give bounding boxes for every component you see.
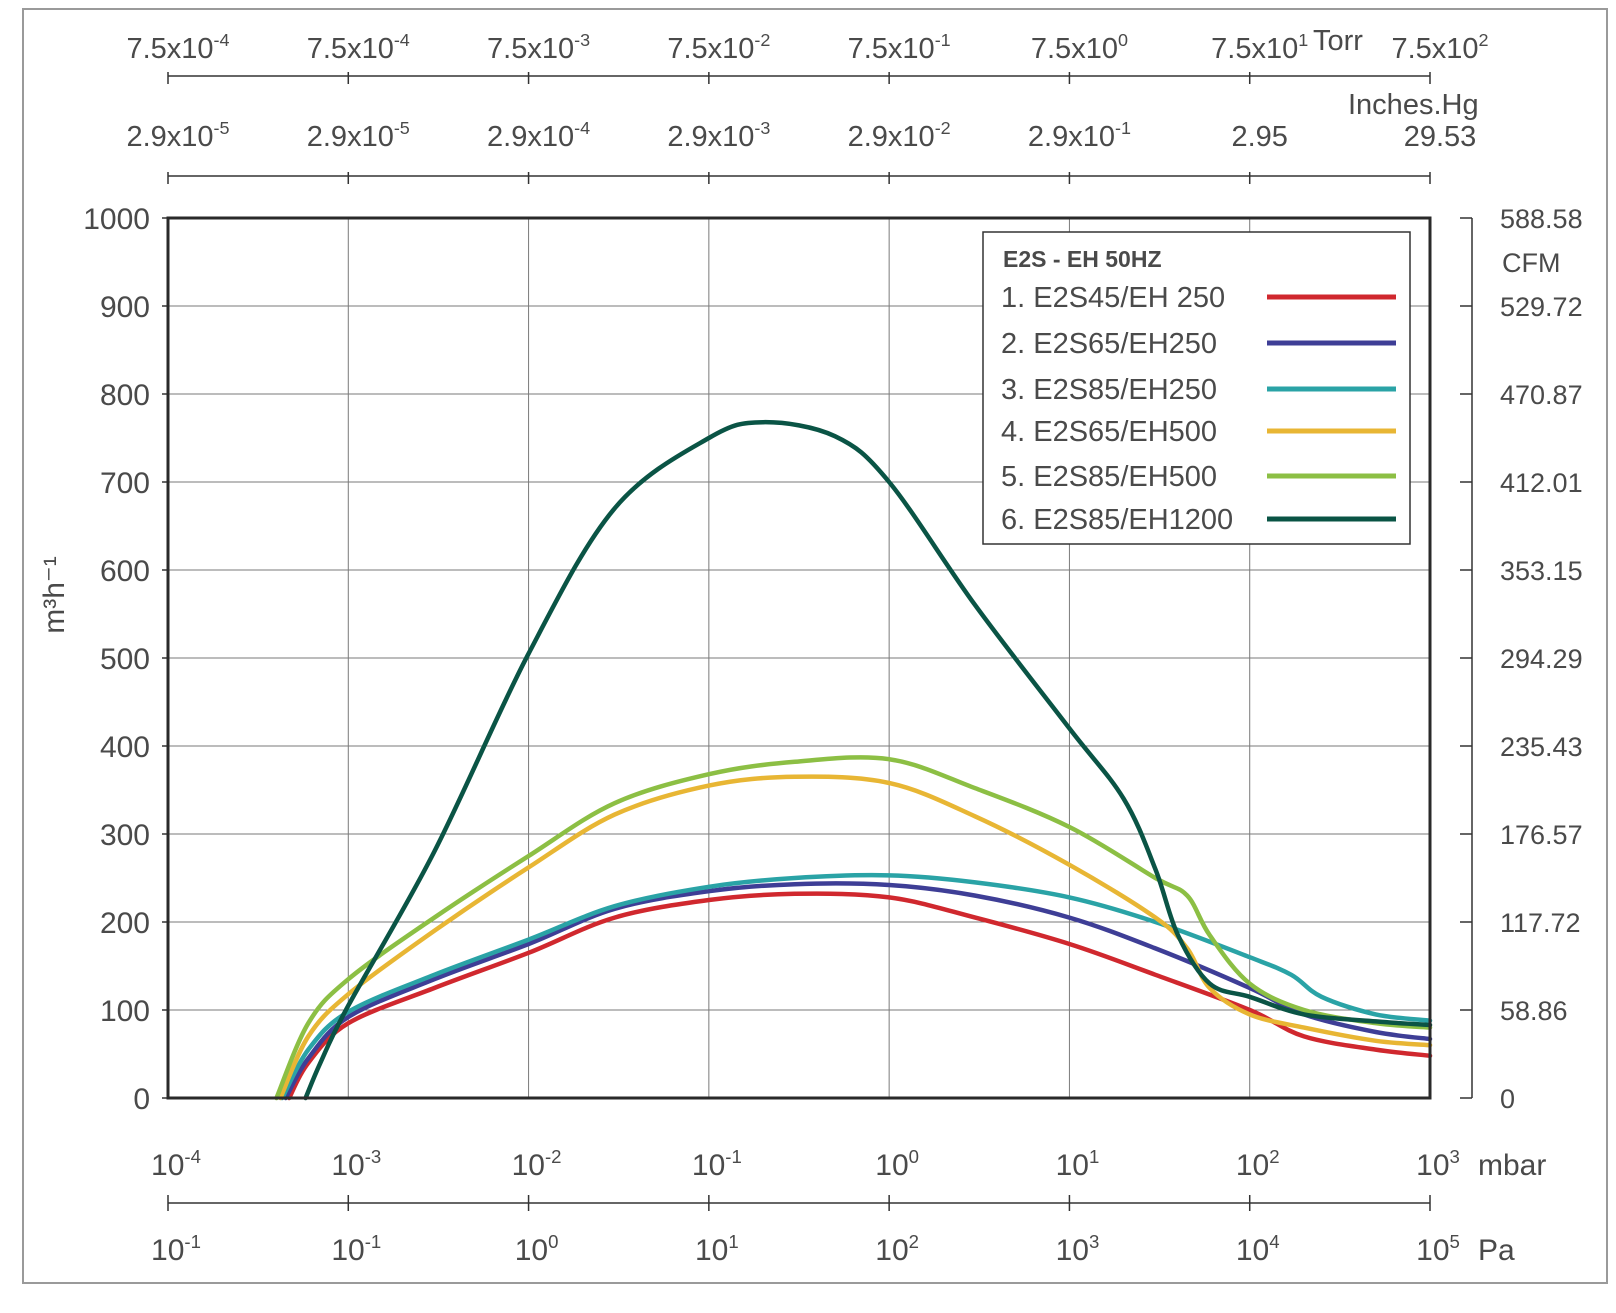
right-tick-label: 0: [1500, 1084, 1515, 1114]
right-tick-label: 176.57: [1500, 820, 1583, 850]
mbar-tick-label: 100: [875, 1146, 919, 1182]
torr-tick-label: 7.5x102: [1391, 30, 1488, 65]
y-tick-label: 0: [133, 1083, 150, 1116]
y-tick-label: 1000: [83, 203, 150, 236]
pa-tick-label: 101: [695, 1231, 739, 1267]
right-axis-unit: CFM: [1502, 248, 1560, 278]
legend-entry-label: 4. E2S65/EH500: [1001, 416, 1217, 448]
torr-tick-label: 7.5x10-2: [667, 30, 770, 65]
torr-tick-label: 7.5x100: [1031, 30, 1128, 65]
pa-tick-label: 10-1: [331, 1231, 381, 1267]
inhg-tick-label: 2.9x10-5: [126, 118, 229, 153]
pa-unit-label: Pa: [1478, 1234, 1515, 1267]
series-line-4: [278, 774, 1433, 1101]
right-tick-label: 235.43: [1500, 732, 1583, 762]
torr-tick-label: 7.5x101: [1211, 30, 1308, 65]
torr-tick-label: 7.5x10-3: [487, 30, 590, 65]
y-tick-label: 100: [100, 995, 150, 1028]
y-tick-label: 700: [100, 467, 150, 500]
legend-entry-label: 5. E2S85/EH500: [1001, 461, 1217, 493]
legend-entry-label: 1. E2S45/EH 250: [1001, 282, 1225, 314]
right-tick-label: 117.72: [1500, 908, 1581, 938]
y-tick-label: 900: [100, 291, 150, 324]
pa-tick-label: 10-1: [151, 1231, 201, 1267]
inhg-tick-label: 2.95: [1231, 121, 1287, 153]
pa-tick-label: 102: [875, 1231, 919, 1267]
mbar-tick-label: 10-3: [331, 1146, 381, 1182]
pa-tick-label: 103: [1056, 1231, 1100, 1267]
mbar-unit-label: mbar: [1478, 1149, 1546, 1182]
inhg-unit-label: Inches.Hg: [1348, 89, 1479, 121]
right-tick-label: 294.29: [1500, 644, 1583, 674]
inhg-tick-label: 2.9x10-1: [1028, 118, 1131, 153]
inhg-tick-label: 29.53: [1404, 121, 1477, 153]
y-tick-label: 500: [100, 643, 150, 676]
y-tick-label: 200: [100, 907, 150, 940]
series-line-6: [303, 419, 1433, 1101]
right-tick-label: 58.86: [1500, 996, 1568, 1026]
torr-unit-label: Torr: [1313, 25, 1363, 57]
inhg-tick-label: 2.9x10-5: [307, 118, 410, 153]
y-tick-label: 300: [100, 819, 150, 852]
right-tick-label: 529.72: [1500, 292, 1583, 322]
torr-tick-label: 7.5x10-4: [126, 30, 229, 65]
mbar-tick-label: 103: [1416, 1146, 1460, 1182]
right-tick-label: 588.58: [1500, 204, 1583, 234]
mbar-tick-label: 10-1: [692, 1146, 742, 1182]
chart-frame: [22, 8, 1608, 1284]
plot-area-border: [166, 216, 1432, 1100]
y-tick-label: 400: [100, 731, 150, 764]
legend-entry-label: 3. E2S85/EH250: [1001, 374, 1217, 406]
pa-tick-label: 105: [1416, 1231, 1460, 1267]
mbar-tick-label: 10-4: [151, 1146, 201, 1182]
mbar-tick-label: 101: [1056, 1146, 1100, 1182]
mbar-tick-label: 102: [1236, 1146, 1280, 1182]
inhg-tick-label: 2.9x10-4: [487, 118, 590, 153]
legend-entry-label: 6. E2S85/EH1200: [1001, 504, 1233, 536]
legend-title: E2S - EH 50HZ: [1003, 246, 1162, 272]
legend-entry-label: 2. E2S65/EH250: [1001, 328, 1217, 360]
y-axis-label: m³h⁻¹: [38, 556, 71, 634]
y-tick-label: 800: [100, 379, 150, 412]
torr-tick-label: 7.5x10-4: [307, 30, 410, 65]
right-tick-label: 412.01: [1500, 468, 1583, 498]
series-line-3: [279, 872, 1433, 1101]
right-tick-label: 353.15: [1500, 556, 1583, 586]
inhg-tick-label: 2.9x10-3: [667, 118, 770, 153]
y-tick-label: 600: [100, 555, 150, 588]
pa-tick-label: 104: [1236, 1231, 1280, 1267]
mbar-tick-label: 10-2: [512, 1146, 562, 1182]
torr-tick-label: 7.5x10-1: [848, 30, 951, 65]
series-line-1: [286, 891, 1433, 1101]
inhg-tick-label: 2.9x10-2: [848, 118, 951, 153]
right-tick-label: 470.87: [1500, 380, 1583, 410]
series-line-5: [274, 755, 1433, 1101]
pa-tick-label: 100: [515, 1231, 559, 1267]
